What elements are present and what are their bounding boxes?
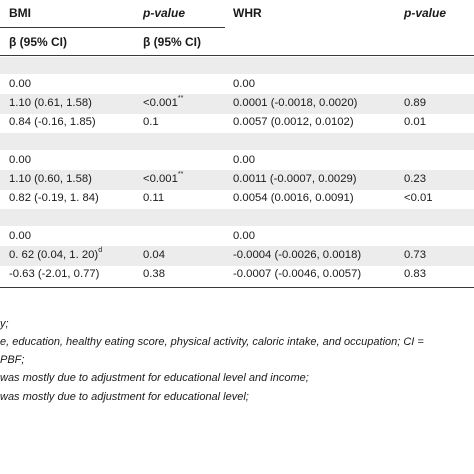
- p-value-cell: 0.11: [143, 192, 165, 204]
- table-row: 1.10 (0.60, 1.58) <0.001** 0.0011 (-0.00…: [0, 170, 474, 190]
- header-underline-1: [0, 27, 225, 28]
- p-value-cell: 0.01: [404, 116, 426, 128]
- p-value-header-1: p-value: [143, 6, 186, 20]
- p-value-cell: 0.1: [143, 116, 159, 128]
- whr-cell: -0.0007 (-0.0046, 0.0057): [233, 268, 362, 280]
- p-value-cell: 0.38: [143, 268, 165, 280]
- whr-cell: 0.00: [233, 78, 255, 90]
- footnote-line: PBF;: [0, 354, 25, 366]
- p-value-header-2: p-value: [404, 6, 447, 20]
- whr-header: WHR: [233, 6, 262, 20]
- footnote-line: was mostly due to adjustment for educati…: [0, 372, 309, 384]
- bmi-cell: 1.10 (0.60, 1.58): [9, 173, 92, 185]
- table-row: 0.00 0.00: [0, 151, 474, 171]
- table-row: 0. 62 (0.04, 1. 20)d 0.04 -0.0004 (-0.00…: [0, 246, 474, 266]
- whr-cell: 0.0054 (0.0016, 0.0091): [233, 192, 354, 204]
- p-value-cell: 0.89: [404, 97, 426, 109]
- whr-cell: 0.00: [233, 154, 255, 166]
- bmi-cell: 0.84 (-0.16, 1.85): [9, 116, 96, 128]
- bmi-cell: 0. 62 (0.04, 1. 20)d: [9, 247, 103, 261]
- table-bottom-rule: [0, 287, 474, 288]
- whr-cell: 0.0011 (-0.0007, 0.0029): [233, 173, 357, 185]
- bmi-cell: 0.00: [9, 230, 31, 242]
- p-value-cell: <0.001**: [143, 171, 184, 185]
- p-value-cell: 0.73: [404, 249, 426, 261]
- bmi-cell: -0.63 (-2.01, 0.77): [9, 268, 100, 280]
- p-value-cell: 0.83: [404, 268, 426, 280]
- beta-ci-header-2: β (95% CI): [143, 35, 202, 49]
- bmi-cell: 0.82 (-0.19, 1. 84): [9, 192, 99, 204]
- p-value-cell: 0.23: [404, 173, 426, 185]
- table-row: 0.84 (-0.16, 1.85) 0.1 0.0057 (0.0012, 0…: [0, 113, 474, 133]
- group-band-2: [0, 133, 474, 150]
- bmi-cell: 0.00: [9, 154, 31, 166]
- table-row: 1.10 (0.61, 1.58) <0.001** 0.0001 (-0.00…: [0, 94, 474, 114]
- whr-cell: 0.0001 (-0.0018, 0.0020): [233, 97, 358, 109]
- whr-cell: -0.0004 (-0.0026, 0.0018): [233, 249, 362, 261]
- significance-marker: **: [177, 171, 184, 178]
- footnote-line: y;: [0, 318, 9, 330]
- table-row: 0.82 (-0.19, 1. 84) 0.11 0.0054 (0.0016,…: [0, 189, 474, 209]
- p-value-cell: <0.001**: [143, 95, 184, 109]
- significance-marker: **: [177, 95, 184, 102]
- footnote-marker: d: [98, 247, 103, 254]
- table-row: 0.00 0.00: [0, 75, 474, 95]
- header-bottom-rule: [0, 55, 474, 56]
- group-band-3: [0, 209, 474, 226]
- whr-cell: 0.0057 (0.0012, 0.0102): [233, 116, 354, 128]
- table-row: -0.63 (-2.01, 0.77) 0.38 -0.0007 (-0.004…: [0, 265, 474, 285]
- beta-ci-header-1: β (95% CI): [9, 35, 68, 49]
- table-row: 0.00 0.00: [0, 227, 474, 247]
- bmi-header: BMI: [9, 6, 31, 20]
- footnote-line: was mostly due to adjustment for educati…: [0, 391, 249, 403]
- p-value-cell: <0.01: [404, 192, 433, 204]
- bmi-cell: 1.10 (0.61, 1.58): [9, 97, 92, 109]
- bmi-cell: 0.00: [9, 78, 31, 90]
- whr-cell: 0.00: [233, 230, 255, 242]
- footnote-line: e, education, healthy eating score, phys…: [0, 336, 424, 348]
- p-value-cell: 0.04: [143, 249, 165, 261]
- group-band-1: [0, 57, 474, 74]
